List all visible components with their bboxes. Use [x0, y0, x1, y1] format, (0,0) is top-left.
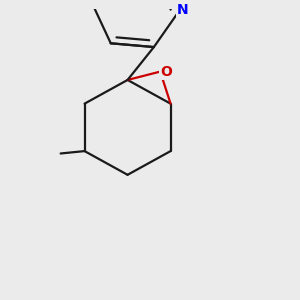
- Text: N: N: [177, 3, 189, 17]
- Text: O: O: [160, 64, 172, 79]
